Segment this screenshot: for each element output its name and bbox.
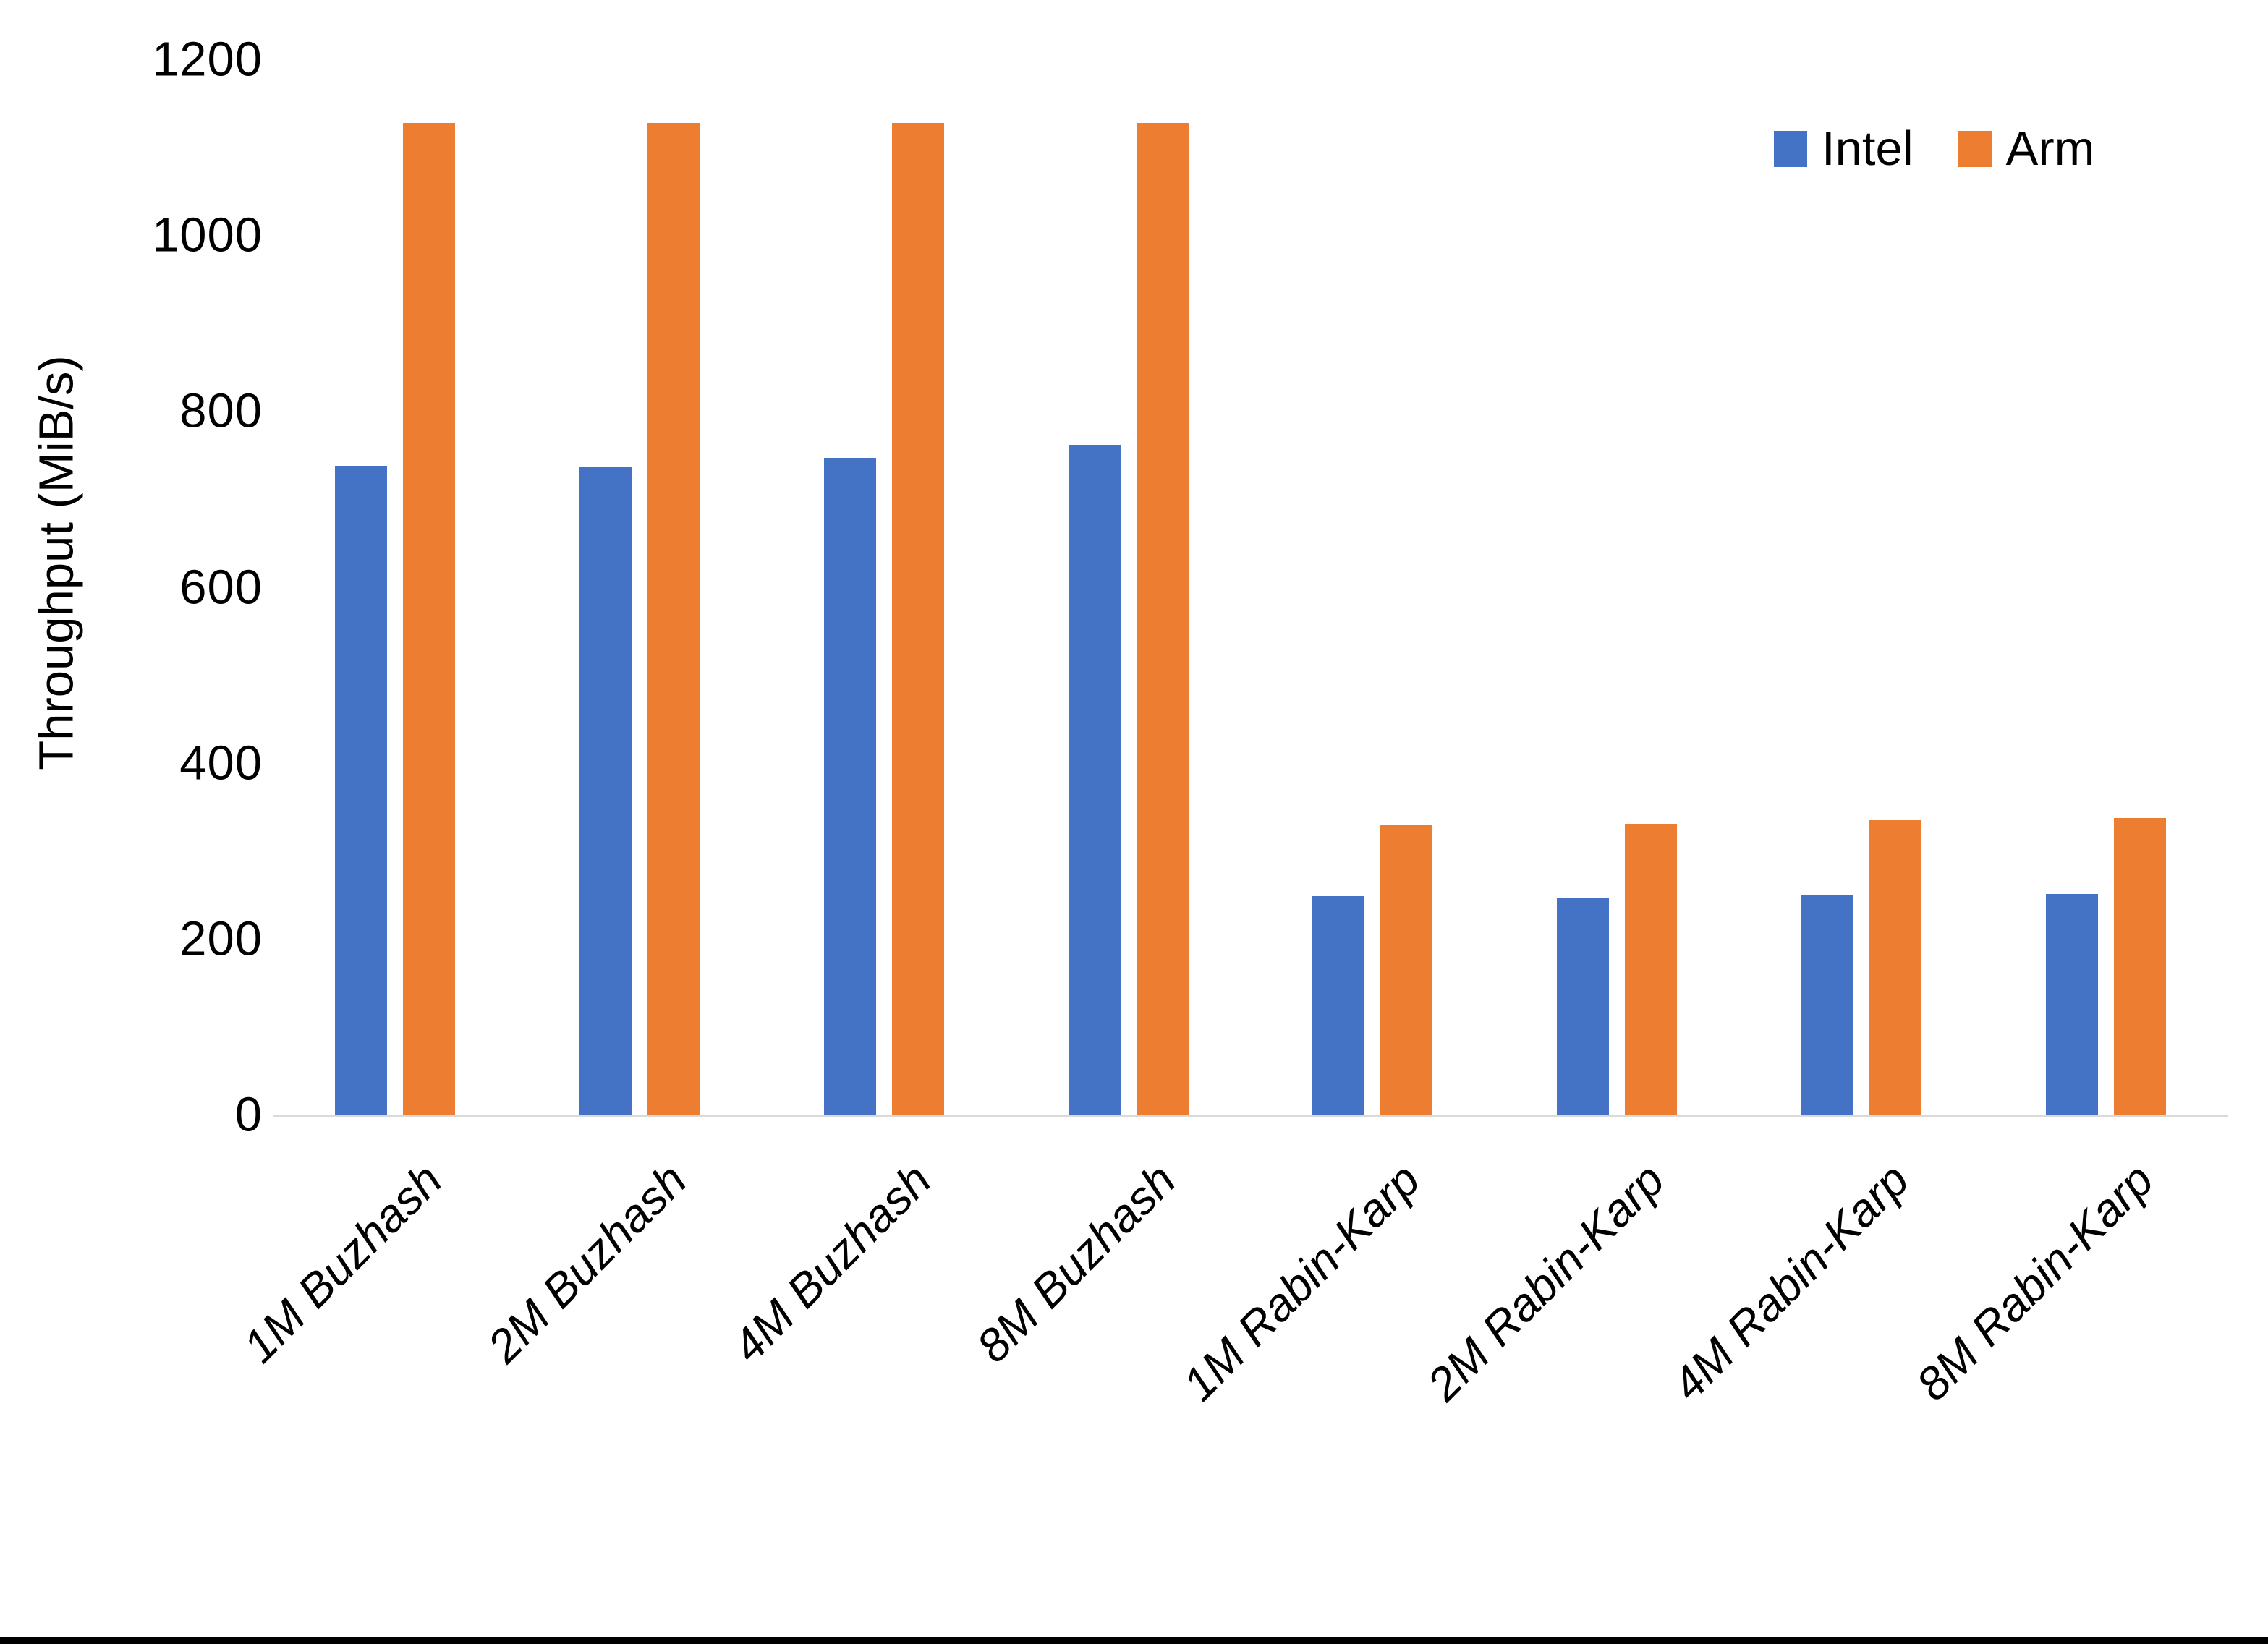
y-tick-label-200: 200	[179, 911, 263, 966]
category-group-2m-rabin-karp	[1495, 59, 1739, 1115]
x-axis-label-8m-rabin-karp: 8M Rabin-Karp	[1906, 1153, 2163, 1411]
bottom-rule	[0, 1637, 2268, 1644]
bar-arm-2m-rabin-karp	[1625, 823, 1678, 1115]
y-tick-label-600: 600	[179, 560, 263, 614]
bar-arm-1m-rabin-karp	[1380, 825, 1433, 1115]
category-group-2m-buzhash	[517, 59, 762, 1115]
bar-arm-1m-buzhash	[402, 122, 455, 1115]
y-tick-label-800: 800	[179, 383, 263, 438]
bar-intel-4m-rabin-karp	[1801, 895, 1854, 1115]
category-group-4m-buzhash	[762, 59, 1006, 1115]
bar-arm-8m-buzhash	[1136, 122, 1189, 1115]
bars-area	[273, 59, 2228, 1115]
x-axis-labels: 1M Buzhash 2M Buzhash 4M Buzhash 8M Buzhash…	[233, 1117, 2228, 1638]
x-axis-label-1m-rabin-karp: 1M Rabin-Karp	[1172, 1153, 1430, 1411]
bar-arm-4m-buzhash	[891, 122, 944, 1115]
y-tick-label-0: 0	[234, 1087, 263, 1142]
plot-area	[273, 59, 2228, 1117]
bar-intel-2m-buzhash	[579, 466, 632, 1115]
bar-intel-1m-buzhash	[334, 465, 387, 1115]
category-group-4m-rabin-karp	[1739, 59, 1984, 1115]
bar-intel-4m-buzhash	[823, 457, 876, 1115]
category-group-1m-buzhash	[273, 59, 517, 1115]
category-group-8m-buzhash	[1006, 59, 1251, 1115]
bar-arm-2m-buzhash	[647, 122, 700, 1115]
legend-swatch-arm	[1958, 130, 1992, 167]
legend-label-intel: Intel	[1822, 122, 1914, 176]
y-axis-tick-labels: 0 200 400 600 800 1000 1200	[0, 35, 263, 1139]
x-axis-label-4m-rabin-karp: 4M Rabin-Karp	[1661, 1153, 1919, 1411]
bar-intel-1m-rabin-karp	[1312, 896, 1365, 1115]
legend: Intel Arm	[1774, 124, 2094, 173]
x-axis-label-2m-rabin-karp: 2M Rabin-Karp	[1417, 1153, 1675, 1411]
legend-item-intel: Intel	[1774, 124, 1914, 173]
y-tick-label-1200: 1200	[151, 32, 263, 87]
x-axis-label-1m-buzhash: 1M Buzhash	[233, 1153, 452, 1373]
bar-intel-2m-rabin-karp	[1557, 897, 1610, 1115]
bar-arm-4m-rabin-karp	[1869, 819, 1922, 1115]
category-group-8m-rabin-karp	[1984, 59, 2228, 1115]
x-axis-label-8m-buzhash: 8M Buzhash	[966, 1153, 1186, 1373]
x-axis-label-4m-buzhash: 4M Buzhash	[722, 1153, 941, 1373]
legend-item-arm: Arm	[1958, 122, 2095, 176]
bar-arm-8m-rabin-karp	[2114, 818, 2167, 1115]
category-group-1m-rabin-karp	[1251, 59, 1495, 1115]
y-tick-label-400: 400	[179, 736, 263, 791]
legend-swatch-intel	[1774, 130, 1807, 167]
x-axis-label-2m-buzhash: 2M Buzhash	[477, 1153, 697, 1373]
bar-intel-8m-buzhash	[1068, 444, 1121, 1115]
y-tick-label-1000: 1000	[151, 208, 263, 263]
bar-intel-8m-rabin-karp	[2046, 893, 2099, 1115]
legend-label-arm: Arm	[2005, 122, 2095, 176]
